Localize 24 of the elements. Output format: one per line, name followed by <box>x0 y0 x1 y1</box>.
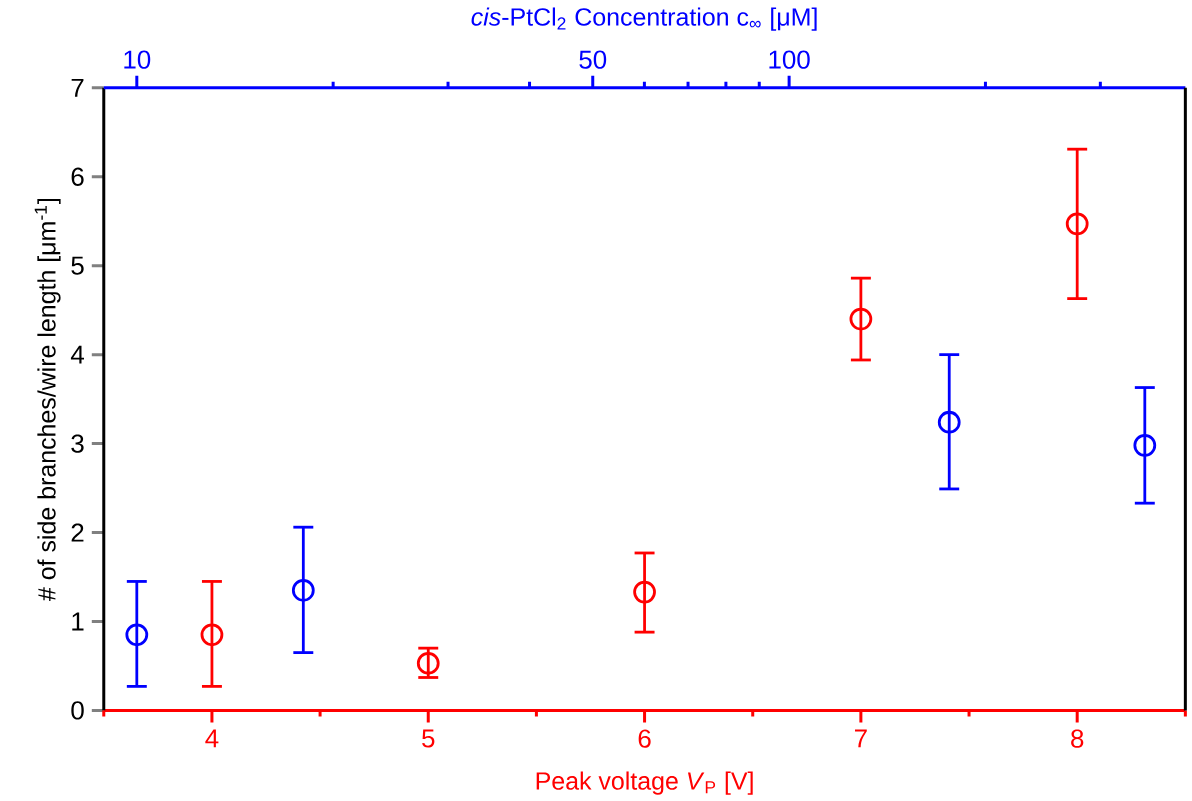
x2-tick-label: 10 <box>124 50 151 69</box>
y-tick-label: 2 <box>71 523 84 542</box>
y-tick-label: 3 <box>71 434 84 453</box>
x-tick-label: 5 <box>422 729 435 748</box>
x-tick-label: 7 <box>855 729 867 748</box>
x2-tick-label: 50 <box>579 50 607 69</box>
point <box>1065 212 1089 236</box>
y-tick-label: 4 <box>70 345 84 364</box>
y-tick-label: 7 <box>71 78 84 97</box>
point <box>633 580 656 604</box>
y-axis-title: # of side branches/wire length [μm$^{-1}$] <box>34 198 61 601</box>
y-tick-label: 1 <box>72 612 84 631</box>
y-tick-label: 5 <box>71 256 84 275</box>
x-tick-label: 6 <box>638 729 651 748</box>
point <box>416 651 440 675</box>
point <box>849 307 873 331</box>
x2-tick-label: 100 <box>769 50 810 69</box>
x-axis-title: Peak voltage V$_{P}$ [V] <box>536 771 753 795</box>
x2-axis-title: cis-PtCl$_{2}$ Concentration c$_{∞}$ [μM] <box>471 7 817 31</box>
x-tick-label: 8 <box>1071 729 1084 748</box>
point <box>200 623 224 646</box>
x-tick-label: 4 <box>205 729 219 748</box>
y-tick-label: 0 <box>71 701 84 720</box>
y-tick-label: 6 <box>71 167 84 186</box>
